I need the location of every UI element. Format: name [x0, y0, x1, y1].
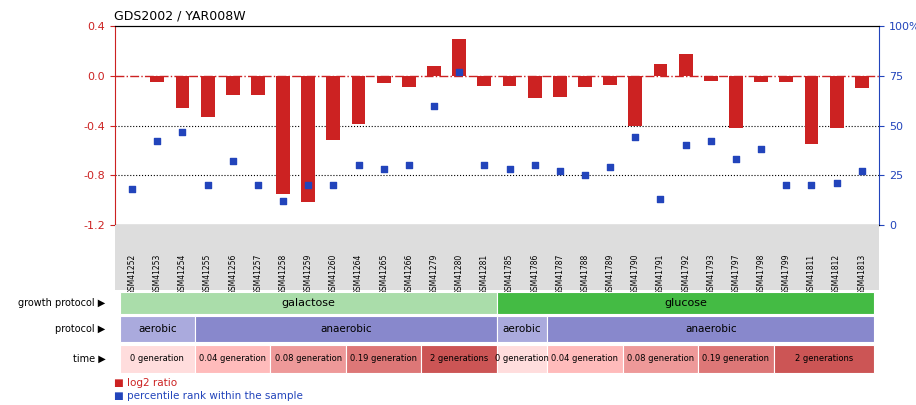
Bar: [754, 76, 768, 82]
Bar: [729, 76, 743, 128]
Point: [779, 182, 793, 188]
Point: [528, 162, 542, 168]
Bar: [276, 76, 290, 194]
Text: growth protocol ▶: growth protocol ▶: [18, 298, 105, 308]
Bar: [477, 76, 491, 86]
Text: aerobic: aerobic: [503, 324, 541, 334]
Bar: [453, 39, 466, 76]
Bar: [201, 76, 214, 117]
Point: [225, 158, 240, 164]
Text: 2 generations: 2 generations: [431, 354, 488, 363]
Point: [628, 134, 643, 141]
Bar: [830, 76, 844, 128]
Point: [754, 146, 769, 153]
Bar: [226, 76, 240, 94]
Text: ■ percentile rank within the sample: ■ percentile rank within the sample: [114, 391, 303, 401]
Bar: [780, 76, 793, 82]
Text: 0.19 generation: 0.19 generation: [703, 354, 769, 363]
Text: 0 generation: 0 generation: [130, 354, 184, 363]
Text: aerobic: aerobic: [138, 324, 177, 334]
Bar: [528, 76, 541, 98]
Bar: [176, 76, 190, 108]
Point: [477, 162, 492, 168]
Bar: [679, 53, 692, 76]
Point: [703, 138, 718, 145]
Bar: [604, 76, 617, 85]
Bar: [402, 76, 416, 87]
Bar: [150, 76, 164, 82]
Point: [376, 166, 391, 173]
Bar: [653, 64, 668, 76]
Text: anaerobic: anaerobic: [321, 324, 372, 334]
Point: [427, 102, 442, 109]
Bar: [855, 76, 868, 88]
Bar: [628, 76, 642, 126]
Point: [201, 182, 215, 188]
Text: 0.04 generation: 0.04 generation: [551, 354, 618, 363]
Bar: [352, 76, 365, 124]
Point: [452, 69, 466, 75]
Text: ■ log2 ratio: ■ log2 ratio: [114, 378, 178, 388]
Text: 0.08 generation: 0.08 generation: [275, 354, 342, 363]
Bar: [251, 76, 265, 94]
Point: [326, 182, 341, 188]
Point: [829, 180, 844, 186]
Point: [679, 142, 693, 149]
Bar: [553, 76, 567, 97]
Text: 2 generations: 2 generations: [795, 354, 853, 363]
Text: GDS2002 / YAR008W: GDS2002 / YAR008W: [114, 9, 246, 22]
Point: [150, 138, 165, 145]
Bar: [326, 76, 341, 141]
Bar: [427, 66, 441, 76]
Point: [300, 182, 315, 188]
Bar: [804, 76, 818, 144]
Bar: [703, 76, 718, 81]
Point: [578, 172, 593, 179]
Text: galactose: galactose: [281, 298, 335, 308]
Bar: [376, 76, 390, 83]
Point: [502, 166, 517, 173]
Bar: [578, 76, 592, 87]
Point: [804, 182, 819, 188]
Point: [175, 128, 190, 135]
Text: 0.19 generation: 0.19 generation: [350, 354, 417, 363]
Point: [728, 156, 743, 162]
Bar: [301, 76, 315, 202]
Text: 0 generation: 0 generation: [496, 354, 549, 363]
Text: 0.08 generation: 0.08 generation: [627, 354, 694, 363]
Text: protocol ▶: protocol ▶: [55, 324, 105, 334]
Text: 0.04 generation: 0.04 generation: [200, 354, 267, 363]
Point: [276, 198, 290, 204]
Text: time ▶: time ▶: [72, 354, 105, 364]
Point: [552, 168, 567, 175]
Point: [855, 168, 869, 175]
Point: [401, 162, 416, 168]
Bar: [503, 76, 517, 86]
Point: [653, 196, 668, 202]
Point: [603, 164, 617, 171]
Point: [251, 182, 266, 188]
Text: glucose: glucose: [664, 298, 707, 308]
Point: [351, 162, 365, 168]
Point: [125, 186, 139, 192]
Text: anaerobic: anaerobic: [685, 324, 736, 334]
